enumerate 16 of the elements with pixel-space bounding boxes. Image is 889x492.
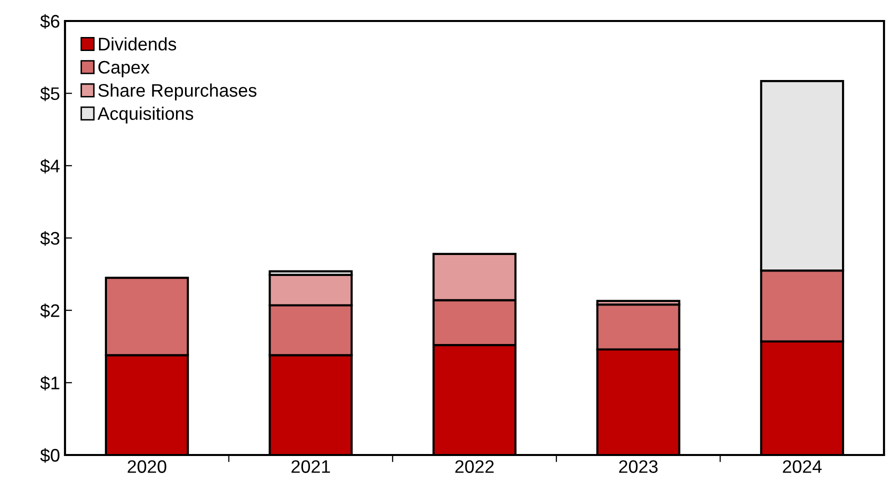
legend-label: Share Repurchases [98, 84, 256, 100]
y-tick-label: $6 [40, 14, 60, 29]
legend-label: Capex [98, 60, 150, 78]
x-tick-label: 2022 [455, 460, 494, 473]
y-tick-label: $1 [40, 376, 60, 390]
y-tick-label: $4 [40, 158, 60, 174]
x-tick-label: 2020 [128, 460, 166, 473]
y-tick-label: $3 [40, 231, 60, 246]
legend-label: Acquisitions [98, 106, 194, 124]
legend-label: Dividends [98, 37, 176, 51]
y-tick-label: $5 [40, 86, 60, 102]
x-tick-label: 2023 [619, 460, 658, 473]
x-tick-label: 2021 [292, 460, 330, 473]
x-tick-label: 2024 [782, 460, 822, 473]
y-tick-label: $0 [40, 448, 60, 463]
y-tick-label: $2 [40, 304, 60, 318]
